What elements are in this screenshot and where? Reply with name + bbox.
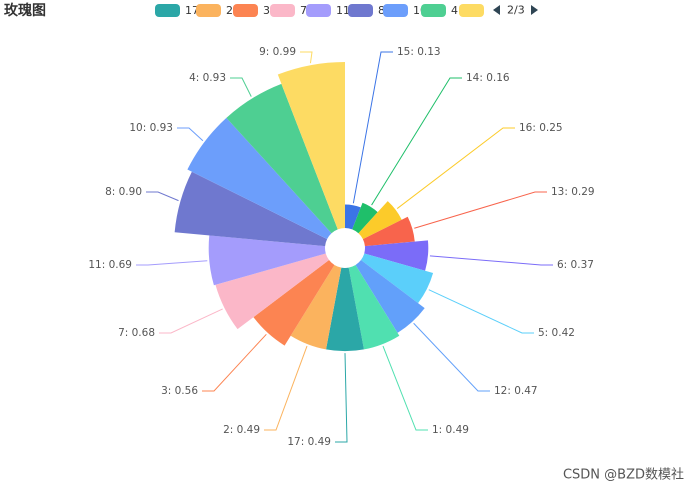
leader-line bbox=[202, 333, 267, 392]
leader-line bbox=[300, 51, 313, 64]
leader-line bbox=[264, 345, 308, 431]
data-label: 11: 0.69 bbox=[88, 259, 132, 271]
data-label: 13: 0.29 bbox=[551, 186, 595, 198]
leader-line bbox=[371, 77, 462, 206]
data-label: 1: 0.49 bbox=[432, 424, 469, 436]
leader-line bbox=[382, 345, 428, 431]
rose-slice bbox=[174, 171, 328, 247]
leader-line bbox=[352, 51, 393, 204]
data-label: 2: 0.49 bbox=[223, 424, 260, 436]
rose-slice bbox=[277, 62, 345, 230]
rose-slice bbox=[352, 202, 378, 234]
data-label: 16: 0.25 bbox=[519, 122, 563, 134]
data-label: 7: 0.68 bbox=[118, 327, 155, 339]
leader-line bbox=[413, 322, 490, 392]
rose-slice bbox=[345, 204, 361, 230]
legend-label: 17 bbox=[185, 4, 199, 17]
rose-slice bbox=[326, 267, 364, 352]
leader-line bbox=[335, 353, 348, 443]
legend-next[interactable] bbox=[531, 5, 538, 15]
legend-swatch[interactable] bbox=[270, 4, 295, 17]
rose-slice bbox=[355, 260, 425, 333]
leader-line bbox=[429, 255, 553, 266]
data-label: 15: 0.13 bbox=[397, 46, 441, 58]
rose-slice bbox=[364, 240, 429, 271]
rose-slice bbox=[360, 253, 434, 304]
chart-title: 玫瑰图 bbox=[4, 2, 46, 19]
leader-line bbox=[414, 191, 547, 229]
legend-swatch[interactable] bbox=[155, 4, 180, 17]
watermark: CSDN @BZD数模社 bbox=[563, 467, 684, 483]
legend-label: 3 bbox=[263, 4, 270, 17]
leader-line bbox=[146, 191, 179, 202]
legend-label: 8 bbox=[378, 4, 385, 17]
rose-slice bbox=[208, 235, 326, 286]
legend: 17 2 3 7 11 8 10 4 9 bbox=[155, 4, 484, 17]
rose-slice bbox=[215, 253, 330, 330]
leader-line bbox=[136, 260, 208, 266]
rose-slice bbox=[253, 260, 335, 346]
legend-label: 11 bbox=[336, 4, 350, 17]
data-label: 14: 0.16 bbox=[466, 72, 510, 84]
legend-swatch[interactable] bbox=[383, 4, 408, 17]
leader-line bbox=[177, 127, 204, 142]
rose-slice bbox=[358, 201, 402, 240]
data-label: 12: 0.47 bbox=[494, 385, 538, 397]
legend-label: 4 bbox=[451, 4, 458, 17]
data-label: 9: 0.99 bbox=[259, 46, 296, 58]
legend-swatch[interactable] bbox=[459, 4, 484, 17]
leader-line bbox=[159, 308, 223, 334]
rose-slice bbox=[187, 117, 332, 240]
leader-line bbox=[230, 77, 252, 97]
data-label: 5: 0.42 bbox=[538, 327, 575, 339]
legend-swatch[interactable] bbox=[421, 4, 446, 17]
data-label: 8: 0.90 bbox=[105, 186, 142, 198]
rose-slice bbox=[226, 83, 338, 234]
rose-slice bbox=[348, 265, 400, 350]
legend-swatch[interactable] bbox=[306, 4, 331, 17]
rose-slice bbox=[362, 216, 415, 247]
legend-swatch[interactable] bbox=[348, 4, 373, 17]
rose-slice bbox=[290, 265, 342, 350]
legend-swatch[interactable] bbox=[233, 4, 258, 17]
legend-prev[interactable] bbox=[493, 5, 500, 15]
legend-swatch[interactable] bbox=[196, 4, 221, 17]
legend-page: 2/3 bbox=[507, 4, 525, 17]
data-label: 17: 0.49 bbox=[287, 436, 331, 448]
leader-line bbox=[428, 289, 534, 334]
data-label: 3: 0.56 bbox=[161, 385, 198, 397]
data-label: 10: 0.93 bbox=[129, 122, 173, 134]
data-label: 4: 0.93 bbox=[189, 72, 226, 84]
legend-label: 7 bbox=[300, 4, 307, 17]
leader-line bbox=[396, 127, 515, 209]
legend-label: 2 bbox=[226, 4, 233, 17]
data-label: 6: 0.37 bbox=[557, 259, 594, 271]
